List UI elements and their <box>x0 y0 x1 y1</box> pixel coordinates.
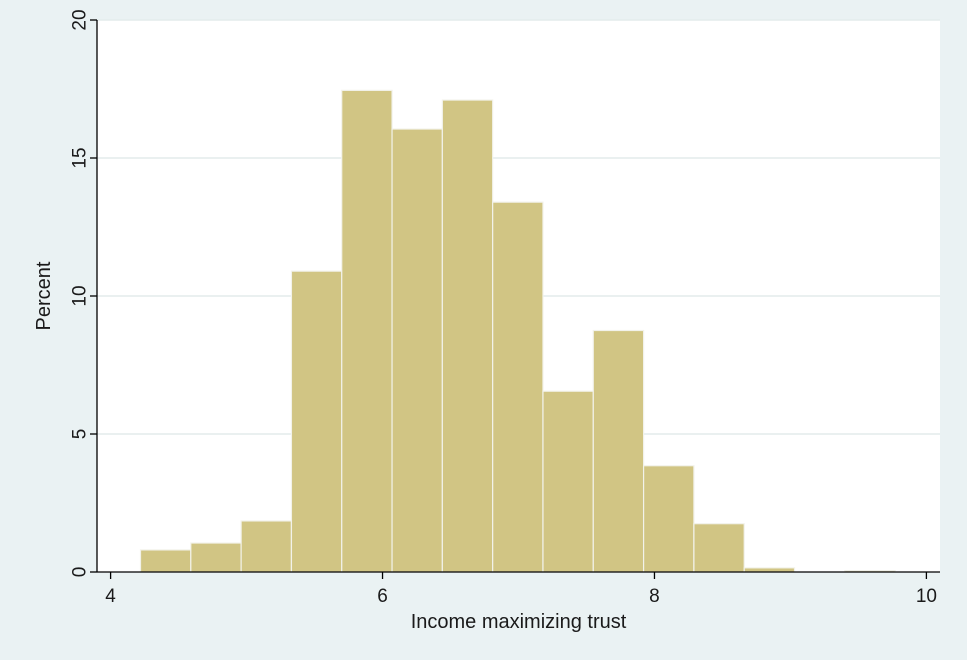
histogram-bar <box>291 271 341 572</box>
histogram-bar <box>141 550 191 572</box>
y-tick-label: 20 <box>70 9 91 30</box>
x-tick-label: 8 <box>649 586 660 607</box>
histogram-bar <box>543 391 593 572</box>
x-tick-label: 10 <box>916 586 937 607</box>
histogram-bar <box>442 100 492 572</box>
histogram-bar <box>694 524 744 572</box>
x-tick-label: 6 <box>377 586 388 607</box>
x-tick-label: 4 <box>105 586 116 607</box>
y-tick-label: 5 <box>70 429 91 440</box>
y-tick-label: 15 <box>70 147 91 168</box>
histogram-bar <box>191 543 241 572</box>
y-tick-label: 10 <box>70 285 91 306</box>
histogram-bar <box>342 90 392 572</box>
x-axis-title: Income maximizing trust <box>411 611 627 633</box>
y-axis-ticks: 0 5 10 15 20 <box>70 9 98 577</box>
histogram-bar <box>593 331 643 573</box>
histogram-bar <box>241 521 291 572</box>
x-axis-ticks: 4 6 8 10 <box>105 572 937 607</box>
y-tick-label: 0 <box>70 567 91 578</box>
y-axis-title: Percent <box>33 261 55 330</box>
histogram-bar <box>644 466 694 572</box>
histogram-bar <box>493 202 543 572</box>
histogram-bar <box>392 129 442 572</box>
